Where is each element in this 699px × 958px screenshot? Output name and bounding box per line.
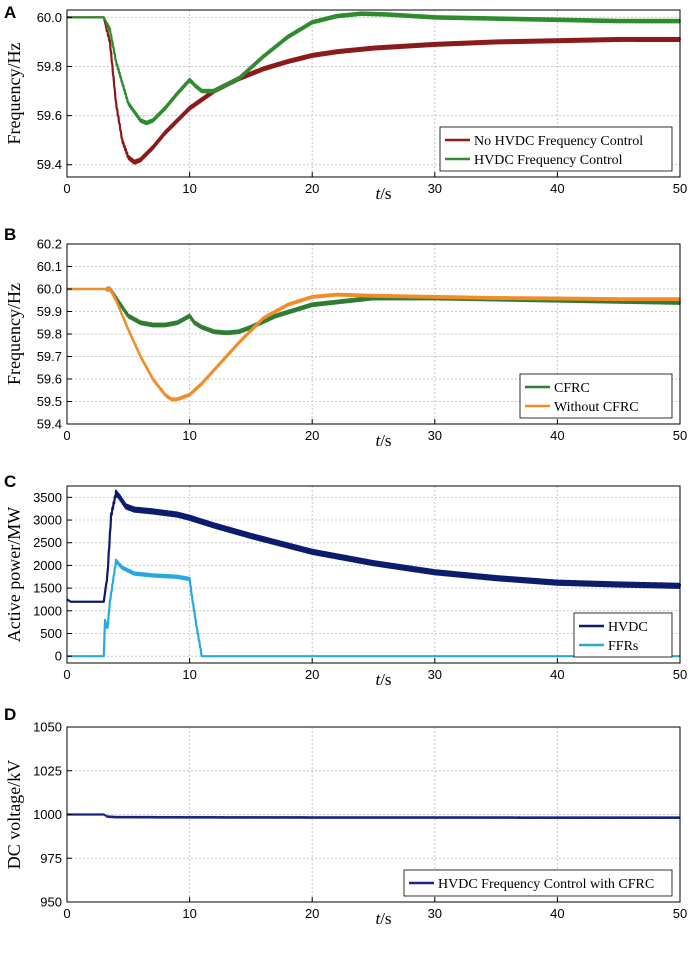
x-tick-label: 30	[428, 181, 442, 196]
panel-C: C0 10 20 30 40 500500100015002000250030003500…	[4, 472, 687, 689]
x-tick-label: 40	[550, 906, 564, 921]
x-tick-label: 20	[305, 906, 319, 921]
legend: No HVDC Frequency Control HVDC Frequency …	[439, 126, 673, 172]
x-axis-label: t/s	[375, 431, 391, 450]
x-tick-label: 50	[673, 428, 687, 443]
y-tick-label: 60.2	[37, 237, 62, 252]
x-tick-label: 40	[550, 428, 564, 443]
x-axis-label: t/s	[375, 184, 391, 203]
x-tick-label: 50	[673, 667, 687, 682]
series-line-without-cfrc	[66, 287, 682, 402]
panel-letter: D	[4, 705, 16, 724]
x-tick-label: 40	[550, 667, 564, 682]
x-tick-label: 40	[550, 181, 564, 196]
legend-entry: HVDC Frequency Control	[474, 153, 623, 168]
x-tick-label: 50	[673, 181, 687, 196]
y-axis-label: Frequency/Hz	[4, 283, 24, 385]
y-tick-label: 3000	[33, 513, 62, 528]
x-tick-label: 20	[305, 181, 319, 196]
y-axis-label: DC voltage/kV	[4, 760, 24, 870]
y-tick-label: 60.0	[37, 282, 62, 297]
y-tick-label: 1000	[33, 603, 62, 618]
y-axis-label: Active power/MW	[4, 507, 24, 642]
legend-entry: HVDC Frequency Control with CFRC	[438, 877, 654, 892]
x-tick-label: 10	[182, 906, 196, 921]
x-tick-label: 50	[673, 906, 687, 921]
y-tick-label: 59.4	[37, 417, 62, 432]
y-tick-label: 1500	[33, 581, 62, 596]
y-tick-label: 59.8	[37, 327, 62, 342]
y-tick-label: 975	[40, 851, 62, 866]
y-tick-label: 60.0	[37, 10, 62, 25]
x-tick-label: 20	[305, 667, 319, 682]
x-tick-label: 10	[182, 667, 196, 682]
plot-frame	[66, 485, 681, 664]
x-axis-label: t/s	[375, 670, 391, 689]
legend: HVDC Frequency Control with CFRC	[403, 869, 673, 897]
legend-entry: No HVDC Frequency Control	[474, 134, 643, 149]
x-tick-label: 30	[428, 428, 442, 443]
x-axis-label: t/s	[375, 909, 391, 928]
legend-entry: FFRs	[608, 639, 638, 654]
x-tick-label: 10	[182, 181, 196, 196]
series-line-hvdc-frequency-control-with-cfrc	[66, 813, 681, 820]
panel-B: B 0 10 20 30 40 50 59.4 59.5 59.6 59.7 59.8 59.9 60.0…	[4, 225, 687, 450]
y-tick-label: 59.6	[37, 108, 62, 123]
y-tick-label: 2500	[33, 535, 62, 550]
panel-letter: B	[4, 225, 16, 244]
x-tick-label: 0	[63, 667, 70, 682]
x-tick-label: 0	[63, 428, 70, 443]
x-tick-label: 0	[63, 906, 70, 921]
x-tick-label: 0	[63, 181, 70, 196]
x-tick-label: 30	[428, 667, 442, 682]
legend-box	[403, 869, 673, 897]
legend-entry: CFRC	[554, 381, 590, 396]
legend-box	[519, 373, 673, 419]
panel-letter: C	[4, 472, 16, 491]
y-tick-label: 2000	[33, 558, 62, 573]
y-tick-label: 3500	[33, 490, 62, 505]
panel-D: D 0 10 20 30 40 50 950 975 1000 1025 1050 t/s DC volt…	[4, 705, 687, 928]
y-axis-label: Frequency/Hz	[4, 43, 24, 145]
series-line-hvdc-frequency-control	[66, 11, 682, 126]
legend-box	[439, 126, 673, 172]
legend-box	[573, 612, 673, 658]
panel-A: A 0 10 20 30 40 50 59.4 59.6 59.8 60.0 t/s Frequency…	[4, 3, 687, 203]
x-tick-label: 10	[182, 428, 196, 443]
legend: CFRC Without CFRC	[519, 373, 673, 419]
y-tick-label: 1025	[33, 763, 62, 778]
y-tick-label: 1050	[33, 720, 62, 735]
panel-letter: A	[4, 3, 16, 22]
legend-entry: HVDC	[608, 620, 648, 635]
plot-frame	[66, 9, 681, 178]
x-tick-label: 30	[428, 906, 442, 921]
y-tick-label: 59.4	[37, 157, 62, 172]
y-tick-label: 1000	[33, 807, 62, 822]
legend: HVDC FFRs	[573, 612, 673, 658]
y-tick-label: 60.1	[37, 259, 62, 274]
series-line-hvdc	[66, 489, 682, 603]
y-tick-label: 59.8	[37, 59, 62, 74]
y-tick-label: 500	[40, 626, 62, 641]
y-tick-label: 0	[55, 649, 62, 664]
series-line-no-hvdc-frequency-control	[66, 16, 682, 165]
y-tick-label: 59.5	[37, 394, 62, 409]
legend-entry: Without CFRC	[554, 400, 639, 415]
x-tick-label: 20	[305, 428, 319, 443]
y-tick-label: 59.7	[37, 349, 62, 364]
y-tick-label: 950	[40, 895, 62, 910]
y-tick-label: 59.6	[37, 372, 62, 387]
y-tick-label: 59.9	[37, 304, 62, 319]
